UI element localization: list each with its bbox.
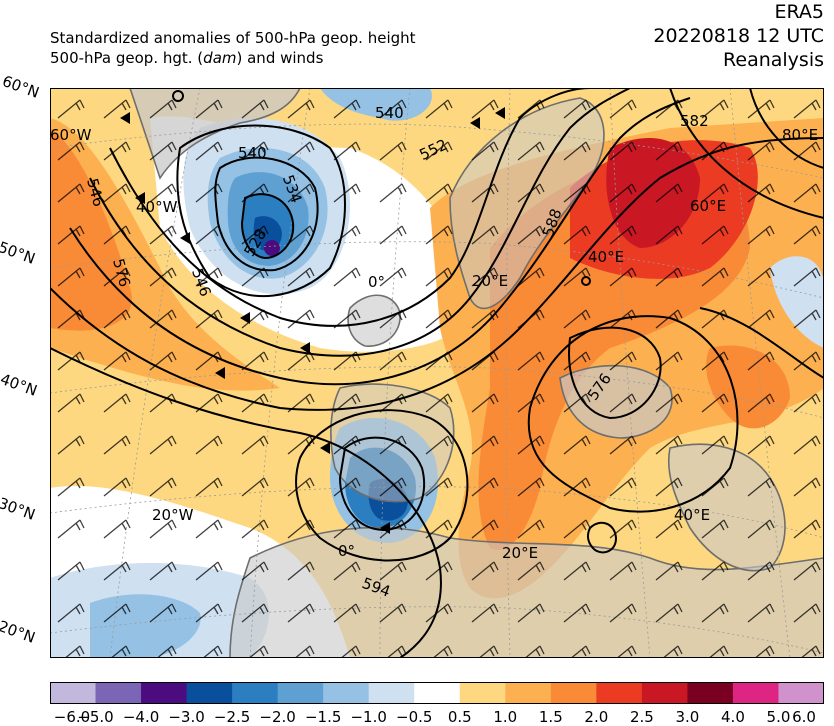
dataset-label: ERA5 (774, 1, 824, 23)
grid-label-60w: 60°W (50, 126, 92, 144)
grid-label-60e: 60°E (690, 197, 726, 215)
colorbar-bin (323, 682, 370, 704)
colorbar-tick-label: 1.5 (538, 708, 563, 726)
colorbar-bin (459, 682, 506, 704)
contour-label: 540 (375, 104, 404, 122)
grid-label-0-north: 0° (368, 273, 385, 291)
colorbar-tick-label: 3.0 (675, 708, 700, 726)
colorbar-tick-label: −6.0 (53, 708, 91, 726)
colorbar-bin (50, 682, 97, 704)
grid-label-20e-north: 20°E (472, 272, 508, 290)
colorbar-tick-label: 2.5 (629, 708, 654, 726)
lat-label-30n: 30°N (0, 494, 38, 524)
grid-labels: 60°W 40°W 20°W 0° 0° 20°E 20°E 40°E 40°E… (50, 126, 818, 562)
grid-label-0-south: 0° (338, 542, 355, 560)
colorbar-bin (186, 682, 233, 704)
colorbar-tick-label: −2.0 (259, 708, 296, 726)
anomaly-map: 60°W 40°W 20°W 0° 0° 20°E 20°E 40°E 40°E… (50, 88, 824, 658)
colorbar-bin (95, 682, 142, 704)
contour-label: 540 (238, 144, 267, 162)
colorbar-frame (50, 682, 824, 704)
colorbar-bin (368, 682, 415, 704)
colorbar-tick-label: −1.5 (304, 708, 342, 726)
datetime-label: 20220818 12 UTC (653, 25, 824, 47)
colorbar-tick-label: −4.0 (122, 708, 160, 726)
wind-barbs (50, 88, 824, 658)
map-frame (50, 88, 824, 658)
title-line-2: 500-hPa geop. hgt. (dam) and winds (50, 49, 324, 67)
grid-label-40w: 40°W (136, 198, 178, 216)
colorbar-bin (414, 682, 461, 704)
colorbar-bin (550, 682, 597, 704)
colorbar-tick-label: 5.0 (766, 708, 791, 726)
colorbar-bin (778, 682, 824, 704)
map-source-info: ERA5 20220818 12 UTC Reanalysis (653, 0, 824, 72)
colorbar-bin (641, 682, 688, 704)
colorbar-tick-label: −3.0 (168, 708, 205, 726)
title-line-1: Standardized anomalies of 500-hPa geop. … (50, 29, 416, 47)
colorbar-tick-label: 4.0 (721, 708, 745, 726)
colorbar-tick-label: −5.0 (77, 708, 114, 726)
grid-label-80e: 80°E (782, 126, 818, 144)
colorbar-tick-label: −2.5 (213, 708, 251, 726)
contour-label: 582 (680, 112, 709, 130)
lat-label-50n: 50°N (0, 238, 38, 268)
colorbar-tick-label: 2.0 (584, 708, 609, 726)
colorbar-bin (732, 682, 779, 704)
colorbar-tick-label: −0.5 (396, 708, 433, 726)
colorbar-tick-label: 6.0 (792, 708, 816, 726)
lat-label-60n: 60°N (0, 72, 42, 102)
colorbar-bin (596, 682, 643, 704)
colorbar-bin (505, 682, 552, 704)
colorbar-tick-label: 1.0 (493, 708, 518, 726)
grid-label-40e-south: 40°E (674, 506, 710, 524)
lat-label-40n: 40°N (0, 370, 40, 400)
colorbar-bin (232, 682, 279, 704)
colorbar-bin (277, 682, 324, 704)
colorbar-bin (141, 682, 188, 704)
grid-label-40e-north: 40°E (588, 248, 624, 266)
lat-label-20n: 20°N (0, 617, 38, 647)
grid-label-20w: 20°W (152, 506, 194, 524)
grid-label-20e-south: 20°E (502, 544, 538, 562)
map-title: Standardized anomalies of 500-hPa geop. … (50, 28, 416, 68)
colorbar-tick-label: −1.0 (350, 708, 387, 726)
colorbar-bin (687, 682, 734, 704)
colorbar (50, 682, 824, 704)
map-panel[interactable]: 60°W 40°W 20°W 0° 0° 20°E 20°E 40°E 40°E… (50, 88, 824, 658)
colorbar-tick-label: 0.5 (447, 708, 472, 726)
product-label: Reanalysis (723, 49, 824, 71)
